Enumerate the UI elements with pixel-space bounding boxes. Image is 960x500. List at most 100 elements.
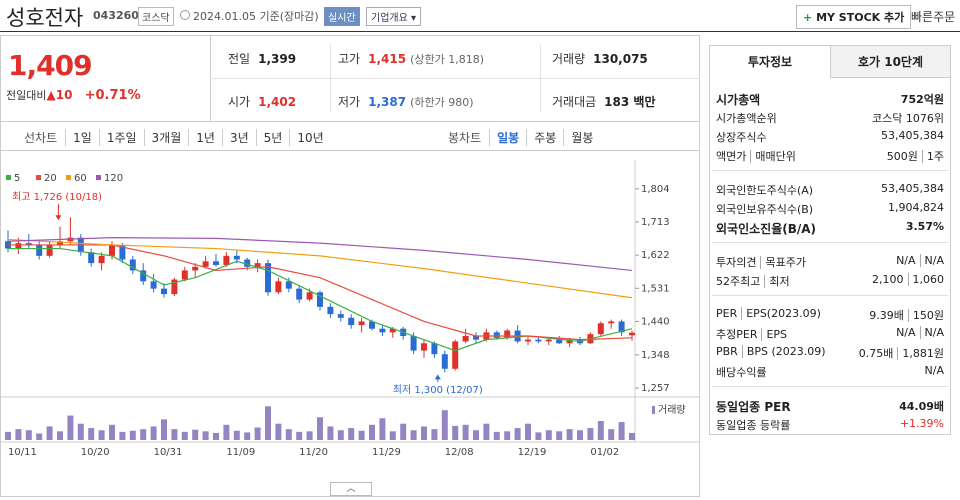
volume-bar [233, 430, 240, 440]
volume-bar [244, 432, 251, 440]
info-values: N/A [925, 364, 944, 380]
volume-bar [389, 431, 396, 440]
volume-label: 거래량 [658, 404, 686, 416]
candle-body [504, 330, 511, 338]
period-button[interactable]: 일봉 [489, 129, 526, 146]
legend-swatch [96, 175, 101, 180]
period-button[interactable]: 1년 [188, 129, 222, 146]
realtime-badge[interactable]: 실시간 [324, 7, 360, 26]
legend-swatch [36, 175, 41, 180]
info-value: 500원 [886, 150, 918, 163]
volume-bar [181, 431, 188, 440]
candle-body [181, 270, 188, 280]
change-label: 전일대비 [6, 89, 47, 102]
volume-bar [618, 422, 625, 440]
info-value: 44.09배 [899, 400, 944, 413]
info-values: +1.39% [900, 417, 944, 433]
annotation: 최고 1,726 (10/18) [12, 191, 102, 203]
divider [540, 44, 541, 112]
overview-button[interactable]: 기업개요 ▾ [366, 7, 422, 26]
price-change: 전일대비▲10 +0.71% [6, 87, 141, 103]
volume-bar [379, 418, 386, 440]
info-value: 1,060 [907, 273, 944, 286]
info-label: 액면가 [716, 150, 747, 163]
quote-value: 130,075 [593, 52, 648, 66]
x-tick-label: 10/31 [154, 447, 183, 458]
up-triangle: ▲ [46, 88, 56, 102]
candle-body [192, 266, 199, 271]
volume-bar [629, 432, 635, 440]
period-button[interactable]: 주봉 [526, 129, 563, 146]
candle-body [431, 343, 438, 355]
info-label: 배당수익률 [716, 366, 767, 379]
candle-body [535, 339, 542, 342]
info-value: 752억원 [900, 93, 944, 106]
volume-bar [525, 423, 531, 440]
info-labels: PER EPS(2023.09) [716, 307, 821, 323]
info-value: N/A [924, 364, 944, 377]
main-frame [0, 35, 700, 497]
info-row: 액면가 매매단위 500원 1주 [716, 148, 944, 164]
volume-swatch [652, 406, 655, 414]
period-button[interactable]: 5년 [255, 129, 290, 146]
info-value: 9.39배 [869, 309, 904, 322]
mystock-text: MY STOCK 추가 [816, 11, 905, 24]
tab[interactable]: 투자정보 [710, 46, 830, 78]
legend-label: 5 [14, 173, 20, 184]
period-button[interactable]: 1일 [65, 129, 99, 146]
quote-label: 시가 [228, 95, 251, 109]
candle-body [233, 255, 240, 260]
volume-bar [493, 431, 500, 440]
candle-body [285, 281, 292, 289]
candle-body [161, 288, 167, 295]
info-value: 1,904,824 [888, 201, 944, 214]
period-button[interactable]: 10년 [289, 129, 330, 146]
mystock-button[interactable]: + MY STOCK 추가 [796, 5, 912, 29]
volume-bar [140, 429, 147, 440]
volume-bar [483, 423, 490, 440]
info-row: 외국인소진율(B/A) 3.57% [716, 220, 944, 237]
period-button[interactable]: 3년 [221, 129, 256, 146]
y-tick-label: 1,622 [641, 250, 670, 261]
candle-body [410, 335, 417, 351]
tab[interactable]: 호가 10단계 [830, 46, 950, 78]
info-values: 44.09배 [899, 398, 944, 415]
info-value: N/A [896, 254, 916, 267]
volume-bar [441, 410, 448, 440]
quote-label: 거래량 [552, 52, 586, 66]
info-labels: 동일업종 PER [716, 398, 791, 415]
candle-body [421, 343, 427, 351]
change-pct: +0.71% [84, 88, 141, 103]
volume-bar [421, 426, 427, 440]
date: 2024.01.05 기준(장마감) [193, 10, 319, 23]
legend-label: 60 [74, 173, 87, 184]
x-tick-label: 11/20 [299, 447, 328, 458]
volume-bar [566, 429, 573, 440]
x-tick-label: 11/09 [226, 447, 255, 458]
collapse-button[interactable]: ︿ [330, 482, 372, 496]
info-labels: PBR BPS (2023.09) [716, 345, 826, 361]
volume-bar [275, 423, 282, 440]
candle-body [462, 335, 469, 342]
info-labels: 52주최고 최저 [716, 273, 790, 289]
x-tick-label: 01/02 [590, 447, 619, 458]
period-button[interactable]: 1주일 [98, 129, 144, 146]
period-button[interactable]: 3개월 [143, 129, 189, 146]
toolbar-label: 봉차트 [448, 131, 482, 145]
volume-bar [5, 431, 11, 440]
info-value: 3.57% [905, 220, 944, 233]
period-button[interactable]: 월봉 [563, 129, 600, 146]
candle-body [265, 263, 271, 293]
quick-order[interactable]: 빠른주문 [911, 10, 956, 24]
info-row: 동일업종 등락률 +1.39% [716, 417, 944, 433]
info-label: 투자의견 [716, 256, 757, 269]
candle-body [223, 255, 230, 265]
info-values: 0.75배 1,881원 [859, 345, 944, 361]
info-values: N/A N/A [896, 254, 944, 270]
volume-bar [119, 431, 126, 440]
candle-body [15, 243, 22, 249]
candle-body [296, 288, 303, 300]
candle-body [140, 270, 147, 282]
candle-body [129, 259, 136, 271]
legend-label: 120 [104, 173, 123, 184]
